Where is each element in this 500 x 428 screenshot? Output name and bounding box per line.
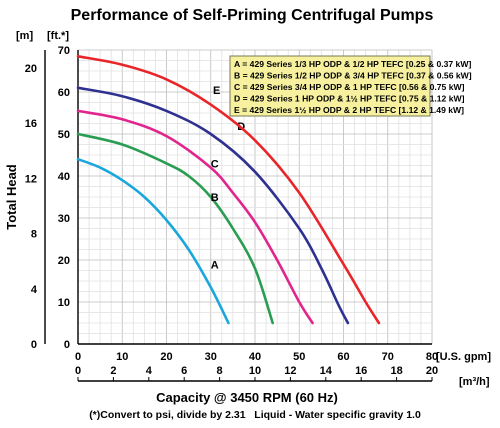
x-tick-label-gpm: 60 bbox=[337, 351, 349, 363]
x-tick-label-m3h: 4 bbox=[146, 365, 153, 377]
y-tick-label-ft: 70 bbox=[58, 45, 70, 57]
y-axis-m-ticks: 0 4 8 12 16 20 bbox=[25, 63, 38, 351]
curve-label-c: C bbox=[211, 159, 219, 171]
y-tick-label-m: 20 bbox=[25, 63, 37, 75]
y-tick-label-ft: 50 bbox=[58, 129, 70, 141]
curve-label-e: E bbox=[213, 85, 220, 97]
legend-entry-d: D = 429 Series 1 HP ODP & 1½ HP TEFC [0.… bbox=[234, 94, 465, 104]
x-tick-label-gpm: 20 bbox=[160, 351, 172, 363]
x-tick-label-gpm: 10 bbox=[116, 351, 128, 363]
x-tick-label-m3h: 14 bbox=[320, 365, 333, 377]
y-tick-label-ft: 10 bbox=[58, 297, 70, 309]
pump-curve-c bbox=[76, 109, 314, 325]
y-axis-ft-ticks: 0 10 20 30 40 50 60 70 bbox=[58, 45, 70, 351]
x-unit-gpm: [U.S. gpm] bbox=[436, 351, 491, 363]
x-tick-label-gpm: 30 bbox=[205, 351, 217, 363]
pump-curve-d bbox=[76, 86, 350, 325]
chart-title: Performance of Self-Priming Centrifugal … bbox=[71, 7, 434, 24]
legend-entry-c: C = 429 Series 3/4 HP ODP & 1 HP TEFC [0… bbox=[234, 82, 465, 92]
y-tick-label-m: 0 bbox=[31, 339, 37, 351]
pump-curve-e bbox=[76, 55, 381, 325]
y-tick-label-ft: 30 bbox=[58, 213, 70, 225]
x-tick-label-m3h: 12 bbox=[284, 365, 296, 377]
legend: A = 429 Series 1/3 HP ODP & 1/2 HP TEFC … bbox=[229, 55, 472, 117]
curve-label-b: B bbox=[211, 192, 219, 204]
x-tick-label-gpm: 40 bbox=[249, 351, 261, 363]
x-axis-gpm-ticks: 0 10 20 30 40 50 60 70 80 bbox=[75, 351, 438, 363]
x-tick-label-m3h: 20 bbox=[426, 365, 438, 377]
legend-entry-e: E = 429 Series 1½ HP ODP & 2 HP TEFC [1.… bbox=[234, 105, 464, 115]
x-tick-label-gpm: 70 bbox=[382, 351, 394, 363]
footnote: (*)Convert to psi, divide by 2.31 Liquid… bbox=[89, 409, 421, 421]
y-tick-label-m: 16 bbox=[25, 118, 37, 130]
y-unit-m: [m] bbox=[16, 30, 33, 42]
pump-curve-a bbox=[76, 157, 230, 325]
legend-entry-b: B = 429 Series 1/2 HP ODP & 3/4 HP TEFC … bbox=[234, 71, 472, 81]
x-unit-m3h: [m³/h] bbox=[459, 376, 490, 388]
y-tick-label-m: 12 bbox=[25, 173, 37, 185]
legend-entry-a: A = 429 Series 1/3 HP ODP & 1/2 HP TEFC … bbox=[234, 59, 471, 69]
x-tick-label-m3h: 2 bbox=[110, 365, 116, 377]
x-tick-label-m3h: 8 bbox=[217, 365, 223, 377]
y-tick-label-ft: 0 bbox=[64, 339, 70, 351]
pump-curve-b bbox=[76, 132, 274, 325]
x-axis-label: Capacity @ 3450 RPM (60 Hz) bbox=[156, 390, 338, 405]
y-tick-label-m: 4 bbox=[31, 284, 38, 296]
y-tick-label-m: 8 bbox=[31, 229, 37, 241]
y-axis-label: Total Head bbox=[4, 164, 19, 230]
x-tick-label-m3h: 6 bbox=[181, 365, 187, 377]
x-tick-label-m3h: 18 bbox=[390, 365, 402, 377]
x-tick-label-gpm: 50 bbox=[293, 351, 305, 363]
x-tick-label-m3h: 16 bbox=[355, 365, 367, 377]
y-tick-label-ft: 20 bbox=[58, 255, 70, 267]
y-unit-ft: [ft.*] bbox=[47, 30, 69, 42]
x-tick-label-m3h: 0 bbox=[75, 365, 81, 377]
x-axis-m3h-ticks: 0 2 4 6 8 10 12 14 16 18 20 bbox=[75, 365, 438, 381]
x-tick-label-m3h: 10 bbox=[249, 365, 261, 377]
y-tick-label-ft: 40 bbox=[58, 171, 70, 183]
y-tick-label-ft: 60 bbox=[58, 87, 70, 99]
curve-label-a: A bbox=[211, 259, 219, 271]
x-tick-label-gpm: 0 bbox=[75, 351, 81, 363]
x-tick-label-gpm: 80 bbox=[426, 351, 438, 363]
